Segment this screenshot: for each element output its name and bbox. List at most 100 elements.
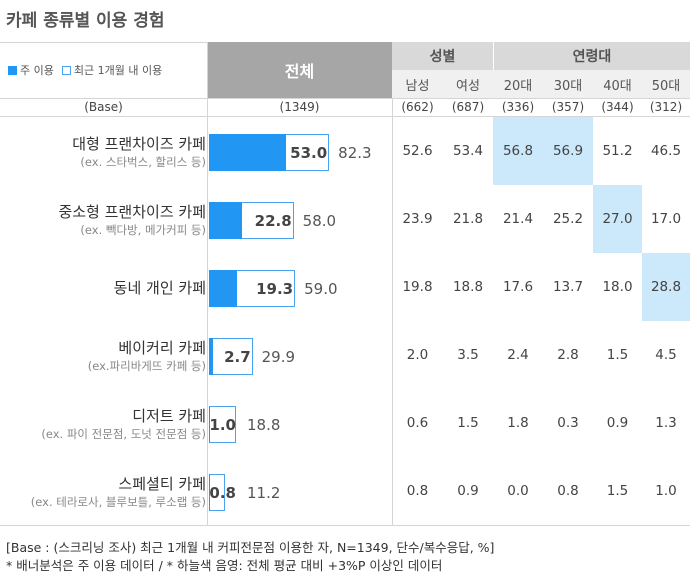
value-cell: 0.0 bbox=[507, 483, 529, 499]
row-subtitle: (ex. 파이 전문점, 도넛 전문점 등) bbox=[41, 426, 206, 441]
base-col: (357) bbox=[551, 100, 585, 114]
page-title: 카페 종류별 이용 경험 bbox=[6, 11, 165, 31]
row-subtitle: (ex. 테라로사, 블루보틀, 루소랩 등) bbox=[30, 494, 206, 509]
value-cell: 2.4 bbox=[507, 347, 529, 363]
bar-secondary-value: 82.3 bbox=[338, 143, 372, 162]
highlight-cell bbox=[642, 253, 690, 321]
header-col: 40대 bbox=[593, 70, 642, 98]
value-cell: 21.8 bbox=[452, 211, 484, 227]
value-cell: 18.0 bbox=[602, 279, 633, 295]
row-label: 베이커리 카페 (ex.파리바게뜨 카페 등) bbox=[88, 321, 206, 389]
value-cell: 51.2 bbox=[602, 143, 633, 159]
value-cell: 28.8 bbox=[650, 279, 682, 295]
value-cell: 0.8 bbox=[557, 483, 579, 499]
row-title: 스페셜티 카페 bbox=[118, 474, 206, 493]
base-label: (Base) bbox=[84, 100, 123, 114]
row-label: 디저트 카페 (ex. 파이 전문점, 도넛 전문점 등) bbox=[41, 389, 206, 457]
row-label: 중소형 프랜차이즈 카페 (ex. 빽다방, 메가커피 등) bbox=[58, 185, 206, 253]
bar-primary bbox=[209, 406, 211, 443]
bar-primary-value: 19.3 bbox=[256, 279, 294, 298]
bar-secondary-value: 58.0 bbox=[302, 211, 337, 230]
value-cell: 56.8 bbox=[502, 143, 534, 159]
row-subtitle: (ex. 빽다방, 메가커피 등) bbox=[80, 222, 206, 237]
value-cell: 46.5 bbox=[650, 143, 682, 159]
divider bbox=[0, 525, 690, 526]
value-cell: 25.2 bbox=[552, 211, 584, 227]
base-col: (344) bbox=[601, 100, 634, 114]
value-cell: 17.6 bbox=[502, 279, 534, 295]
header-col: 남성 bbox=[392, 70, 443, 98]
value-cell: 18.8 bbox=[452, 279, 484, 295]
bar-secondary-value: 59.0 bbox=[304, 279, 338, 298]
value-cell: 1.8 bbox=[507, 415, 529, 431]
value-cell: 21.4 bbox=[502, 211, 534, 227]
header-col: 20대 bbox=[493, 70, 543, 98]
header-total: 전체 bbox=[207, 42, 392, 98]
header-col: 여성 bbox=[443, 70, 493, 98]
legend-secondary-swatch bbox=[61, 65, 71, 75]
row-label: 동네 개인 카페 bbox=[114, 253, 206, 321]
bar-primary bbox=[209, 474, 211, 511]
row-subtitle: (ex. 스타벅스, 할리스 등) bbox=[80, 154, 206, 169]
bar-primary-value: 2.7 bbox=[224, 347, 251, 366]
bar-primary bbox=[209, 338, 213, 375]
header-col: 50대 bbox=[642, 70, 690, 98]
row-title: 베이커리 카페 bbox=[118, 338, 206, 357]
value-cell: 0.6 bbox=[406, 415, 429, 431]
value-cell: 1.5 bbox=[606, 347, 629, 363]
base-col: (312) bbox=[649, 100, 683, 114]
bar-primary-value: 22.8 bbox=[254, 211, 292, 230]
row-title: 동네 개인 카페 bbox=[113, 278, 206, 297]
legend-secondary-label: 최근 1개월 내 이용 bbox=[73, 64, 163, 77]
value-cell: 1.0 bbox=[655, 483, 677, 499]
bar-primary-value: 1.0 bbox=[209, 415, 236, 434]
footnote-base: [Base : (스크리닝 조사) 최근 1개월 내 커피전문점 이용한 자, … bbox=[6, 540, 495, 555]
value-cell: 0.9 bbox=[606, 415, 629, 431]
value-cell: 17.0 bbox=[650, 211, 682, 227]
bar-primary bbox=[209, 202, 243, 239]
row-label: 대형 프랜차이즈 카페 (ex. 스타벅스, 할리스 등) bbox=[72, 117, 206, 185]
highlight-cell bbox=[593, 185, 642, 253]
value-cell: 3.5 bbox=[457, 347, 479, 363]
value-cell: 1.5 bbox=[606, 483, 629, 499]
base-col: (662) bbox=[401, 100, 434, 114]
legend: 주 이용 최근 1개월 내 이용 bbox=[8, 62, 162, 78]
value-cell: 23.9 bbox=[402, 211, 433, 227]
value-cell: 52.6 bbox=[402, 143, 433, 159]
header-col: 30대 bbox=[543, 70, 593, 98]
highlight-cell bbox=[543, 117, 593, 185]
base-col: (687) bbox=[451, 100, 485, 114]
divider bbox=[207, 42, 208, 525]
divider bbox=[392, 98, 393, 525]
footnote-note: * 배너분석은 주 이용 데이터 / * 하늘색 음영: 전체 평균 대비 +3… bbox=[6, 558, 443, 573]
legend-primary-label: 주 이용 bbox=[20, 64, 54, 77]
bar-primary bbox=[209, 134, 287, 171]
value-cell: 56.9 bbox=[552, 143, 584, 159]
value-cell: 0.3 bbox=[557, 415, 579, 431]
value-cell: 4.5 bbox=[655, 347, 677, 363]
highlight-cell bbox=[493, 117, 543, 185]
row-subtitle: (ex.파리바게뜨 카페 등) bbox=[87, 358, 206, 373]
value-cell: 2.8 bbox=[557, 347, 579, 363]
value-cell: 1.3 bbox=[655, 415, 677, 431]
bar-secondary-value: 11.2 bbox=[247, 483, 281, 502]
divider bbox=[0, 98, 690, 99]
bar-primary bbox=[209, 270, 238, 307]
base-col: (336) bbox=[501, 100, 535, 114]
row-title: 중소형 프랜차이즈 카페 bbox=[58, 202, 206, 221]
value-cell: 53.4 bbox=[452, 143, 484, 159]
row-title: 대형 프랜차이즈 카페 bbox=[72, 134, 206, 153]
header-group-age: 연령대 bbox=[493, 42, 690, 70]
value-cell: 0.8 bbox=[406, 483, 429, 499]
bar-primary-value: 0.8 bbox=[209, 483, 236, 502]
divider bbox=[0, 116, 690, 117]
value-cell: 19.8 bbox=[402, 279, 433, 295]
value-cell: 27.0 bbox=[602, 211, 633, 227]
bar-secondary-value: 18.8 bbox=[247, 415, 281, 434]
bar-secondary-value: 29.9 bbox=[261, 347, 296, 366]
bar-primary-value: 53.0 bbox=[290, 143, 328, 162]
row-label: 스페셜티 카페 (ex. 테라로사, 블루보틀, 루소랩 등) bbox=[31, 457, 206, 525]
value-cell: 2.0 bbox=[406, 347, 429, 363]
row-title: 디저트 카페 bbox=[132, 406, 206, 425]
value-cell: 0.9 bbox=[457, 483, 479, 499]
